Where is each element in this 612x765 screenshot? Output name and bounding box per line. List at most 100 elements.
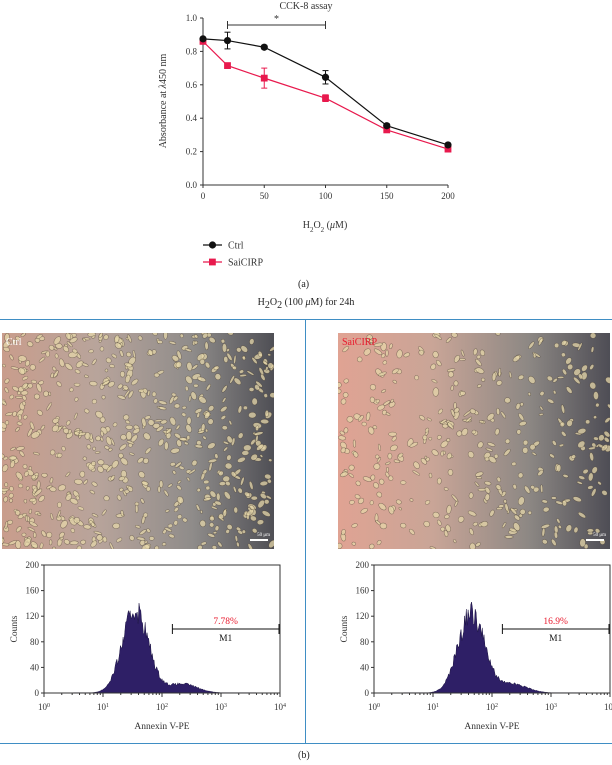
cell xyxy=(214,373,222,381)
cell xyxy=(73,412,78,420)
cell-texture-saicirp xyxy=(338,333,610,549)
cell xyxy=(409,528,415,535)
cell xyxy=(15,471,23,480)
cell xyxy=(376,491,383,498)
cell xyxy=(426,417,432,422)
cell xyxy=(122,490,127,497)
cell xyxy=(33,532,37,539)
cell xyxy=(188,468,196,475)
cell xyxy=(125,431,133,441)
cell xyxy=(84,374,89,378)
cell xyxy=(260,373,266,381)
cell xyxy=(476,354,481,359)
cell xyxy=(556,464,562,472)
cell xyxy=(469,528,474,536)
cell xyxy=(373,482,379,489)
cell xyxy=(508,371,512,379)
cell xyxy=(124,362,133,368)
cell xyxy=(53,370,59,379)
cell xyxy=(390,398,394,403)
cell xyxy=(61,446,66,452)
cell xyxy=(57,484,66,492)
chart-title: CCK-8 assay xyxy=(279,1,332,12)
cell xyxy=(577,511,586,519)
cell xyxy=(120,434,127,441)
cell xyxy=(173,403,181,409)
cell xyxy=(220,415,226,420)
cell xyxy=(524,485,531,494)
cell xyxy=(503,448,511,457)
cell xyxy=(156,425,164,432)
cell xyxy=(540,524,550,529)
cell xyxy=(577,342,583,351)
cell xyxy=(566,386,573,394)
cell xyxy=(110,475,116,481)
cell xyxy=(265,366,269,371)
cell xyxy=(196,488,201,493)
cell xyxy=(351,523,358,528)
panel-b-divider xyxy=(305,319,306,743)
cell xyxy=(43,390,49,397)
cell xyxy=(102,380,110,386)
cell xyxy=(58,358,65,368)
cell xyxy=(440,418,447,424)
cell xyxy=(69,387,74,393)
cell xyxy=(10,446,17,451)
cell xyxy=(191,459,198,467)
cell xyxy=(590,346,595,353)
cell xyxy=(453,539,457,544)
cell xyxy=(166,428,172,434)
cell xyxy=(249,480,254,490)
cell xyxy=(100,430,104,437)
cell xyxy=(38,356,46,363)
cell xyxy=(168,533,175,539)
cell xyxy=(36,480,41,490)
cell xyxy=(429,546,437,549)
cell xyxy=(356,356,363,363)
cell xyxy=(388,431,397,437)
cell xyxy=(468,492,474,499)
cell xyxy=(83,479,88,485)
legend-label: Ctrl xyxy=(228,241,244,252)
cell xyxy=(213,365,220,371)
cell xyxy=(528,375,536,384)
cell xyxy=(173,520,178,526)
gate-label: M1 xyxy=(549,634,562,644)
cell xyxy=(125,420,131,424)
y-tick-label: 0 xyxy=(365,688,370,698)
cell xyxy=(440,526,445,532)
cell xyxy=(255,425,260,431)
micrograph-ctrl-label: Ctrl xyxy=(6,337,22,348)
cell xyxy=(25,486,30,491)
cell xyxy=(555,500,563,505)
cell xyxy=(76,545,82,549)
cell xyxy=(480,521,489,528)
cell xyxy=(97,459,105,466)
cell xyxy=(136,536,146,541)
x-axis-label: Annexin V-PE xyxy=(134,722,189,732)
cell xyxy=(130,434,138,443)
cell xyxy=(2,464,9,473)
cell xyxy=(250,515,257,522)
cell xyxy=(120,370,126,378)
cell xyxy=(348,464,355,471)
cell xyxy=(23,538,31,547)
cell xyxy=(221,425,228,431)
cell xyxy=(176,485,182,491)
cell xyxy=(186,477,191,482)
cell xyxy=(479,349,486,356)
cell xyxy=(4,420,10,426)
cell xyxy=(88,349,94,354)
cell xyxy=(414,375,419,381)
cell xyxy=(436,435,442,440)
cell xyxy=(257,499,265,509)
cell xyxy=(355,480,361,486)
cell xyxy=(18,483,24,489)
cell xyxy=(586,528,594,533)
cell xyxy=(237,456,246,463)
cell xyxy=(351,541,356,546)
cell xyxy=(593,391,599,400)
cell xyxy=(537,469,544,476)
cell xyxy=(498,504,505,508)
series-line-ctrl xyxy=(202,38,449,146)
